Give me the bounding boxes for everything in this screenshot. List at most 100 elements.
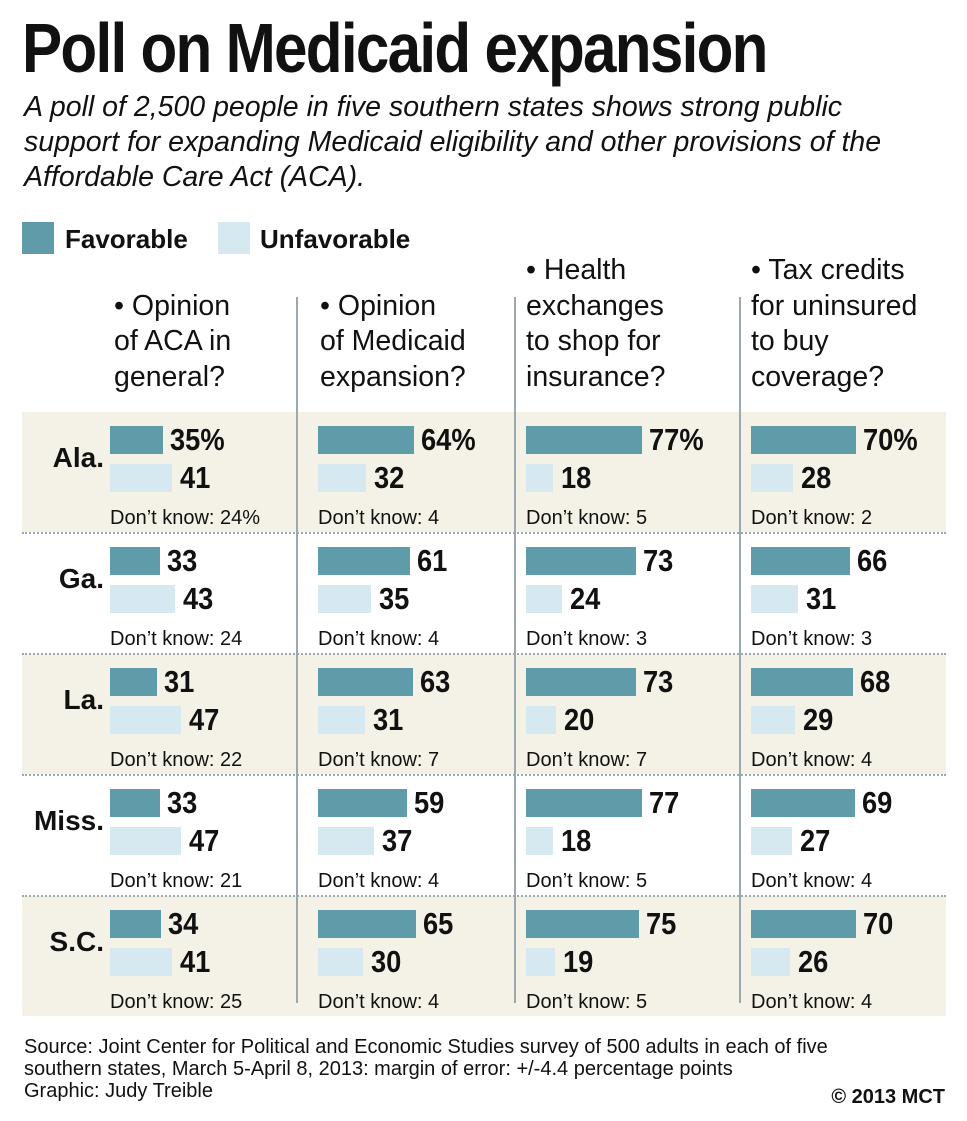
favorable-bar: [751, 910, 856, 938]
question-header-2: • Opinion of Medicaid expansion?: [320, 289, 466, 396]
unfavorable-bar: [318, 827, 374, 855]
unfavorable-value-label: 19: [562, 944, 593, 979]
row-separator-1: [22, 532, 946, 534]
favorable-bar: [318, 668, 413, 696]
dont-know-label: Don’t know: 4: [751, 991, 873, 1013]
unfavorable-bar: [318, 706, 365, 734]
favorable-bar: [318, 547, 410, 575]
column-separator-2: [514, 297, 516, 1003]
dont-know-label: Don’t know: 5: [526, 507, 648, 529]
question-header-line: • Opinion: [114, 289, 231, 322]
favorable-value-label: 33: [166, 543, 197, 578]
source-line-1: Source: Joint Center for Political and E…: [24, 1036, 828, 1058]
dont-know-label: Don’t know: 24: [110, 628, 243, 650]
legend-swatch-favorable: [22, 222, 54, 254]
favorable-value-label: 59: [413, 785, 444, 820]
unfavorable-bar: [318, 948, 363, 976]
legend-label-unfavorable: Unfavorable: [260, 224, 411, 254]
unfavorable-bar: [751, 706, 795, 734]
question-header-1: • Opinion of ACA in general?: [114, 289, 231, 396]
dont-know-label: Don’t know: 24%: [110, 507, 261, 529]
row-separator-4: [22, 895, 946, 897]
unfavorable-value-label: 27: [799, 823, 830, 858]
source-line-2: southern states, March 5-April 8, 2013: …: [24, 1058, 733, 1080]
question-header-line: of Medicaid: [320, 325, 466, 357]
favorable-value-label: 33: [166, 785, 197, 820]
unfavorable-bar: [526, 948, 555, 976]
question-header-line: general?: [114, 360, 225, 393]
unfavorable-bar: [526, 706, 556, 734]
unfavorable-value-label: 29: [802, 702, 833, 737]
chart-subtitle: A poll of 2,500 people in five southern …: [24, 91, 882, 193]
dont-know-label: Don’t know: 4: [318, 991, 440, 1013]
favorable-bar: [110, 426, 163, 454]
favorable-bar: [526, 789, 642, 817]
favorable-value-label: 73: [642, 543, 673, 578]
question-header-line: of ACA in: [114, 325, 232, 357]
favorable-value-label: 75: [645, 906, 676, 941]
dont-know-label: Don’t know: 3: [526, 628, 648, 650]
dont-know-label: Don’t know: 4: [751, 870, 873, 892]
question-header-line: expansion?: [320, 360, 466, 393]
favorable-bar: [110, 668, 157, 696]
unfavorable-value-label: 41: [179, 460, 210, 495]
unfavorable-value-label: 30: [371, 944, 402, 979]
favorable-value-label: 63: [419, 664, 450, 699]
dont-know-label: Don’t know: 4: [751, 749, 873, 771]
favorable-value-label: 35%: [169, 422, 225, 457]
unfavorable-value-label: 47: [188, 702, 219, 737]
unfavorable-value-label: 18: [561, 823, 592, 858]
copyright: © 2013 MCT: [831, 1086, 945, 1108]
dont-know-label: Don’t know: 25: [110, 991, 243, 1013]
unfavorable-bar: [318, 464, 366, 492]
favorable-bar: [110, 789, 160, 817]
favorable-value-label: 68: [860, 664, 891, 699]
dont-know-label: Don’t know: 5: [526, 870, 648, 892]
dont-know-label: Don’t know: 5: [526, 991, 648, 1013]
favorable-bar: [526, 426, 642, 454]
unfavorable-bar: [751, 827, 792, 855]
unfavorable-bar: [110, 464, 172, 492]
unfavorable-value-label: 47: [188, 823, 219, 858]
question-header-3: • Health exchanges to shop for insurance?: [526, 253, 665, 395]
unfavorable-value-label: 43: [182, 581, 213, 616]
unfavorable-bar: [751, 464, 793, 492]
favorable-bar: [526, 668, 636, 696]
question-header-line: insurance?: [526, 360, 666, 393]
favorable-value-label: 77: [648, 785, 679, 820]
unfavorable-bar: [110, 827, 181, 855]
unfavorable-value-label: 37: [381, 823, 412, 858]
unfavorable-bar: [526, 464, 553, 492]
unfavorable-value-label: 32: [374, 460, 405, 495]
favorable-value-label: 69: [861, 785, 892, 820]
favorable-value-label: 64%: [421, 422, 476, 457]
favorable-value-label: 70%: [863, 422, 918, 457]
unfavorable-bar: [110, 706, 181, 734]
state-label-3: Miss.: [33, 805, 104, 836]
unfavorable-value-label: 31: [805, 581, 836, 616]
unfavorable-bar: [110, 948, 172, 976]
dont-know-label: Don’t know: 4: [318, 507, 440, 529]
question-header-line: to shop for: [526, 325, 661, 357]
favorable-bar: [110, 910, 161, 938]
dont-know-label: Don’t know: 2: [751, 507, 873, 529]
unfavorable-bar: [751, 585, 798, 613]
favorable-bar: [318, 426, 414, 454]
favorable-bar: [751, 547, 850, 575]
unfavorable-bar: [526, 585, 562, 613]
column-separator-3: [739, 297, 741, 1003]
dont-know-label: Don’t know: 7: [526, 749, 648, 771]
favorable-bar: [751, 789, 855, 817]
favorable-bar: [526, 910, 639, 938]
unfavorable-value-label: 20: [564, 702, 595, 737]
row-separator-3: [22, 774, 946, 776]
state-label-1: Ga.: [58, 563, 104, 594]
question-header-line: • Opinion: [320, 289, 437, 322]
column-separator-1: [296, 297, 298, 1003]
state-label-4: S.C.: [49, 926, 104, 957]
unfavorable-value-label: 18: [561, 460, 592, 495]
question-header-line: • Health: [526, 254, 627, 286]
favorable-bar: [751, 426, 856, 454]
unfavorable-value-label: 26: [798, 944, 829, 979]
question-header-line: coverage?: [751, 360, 885, 393]
